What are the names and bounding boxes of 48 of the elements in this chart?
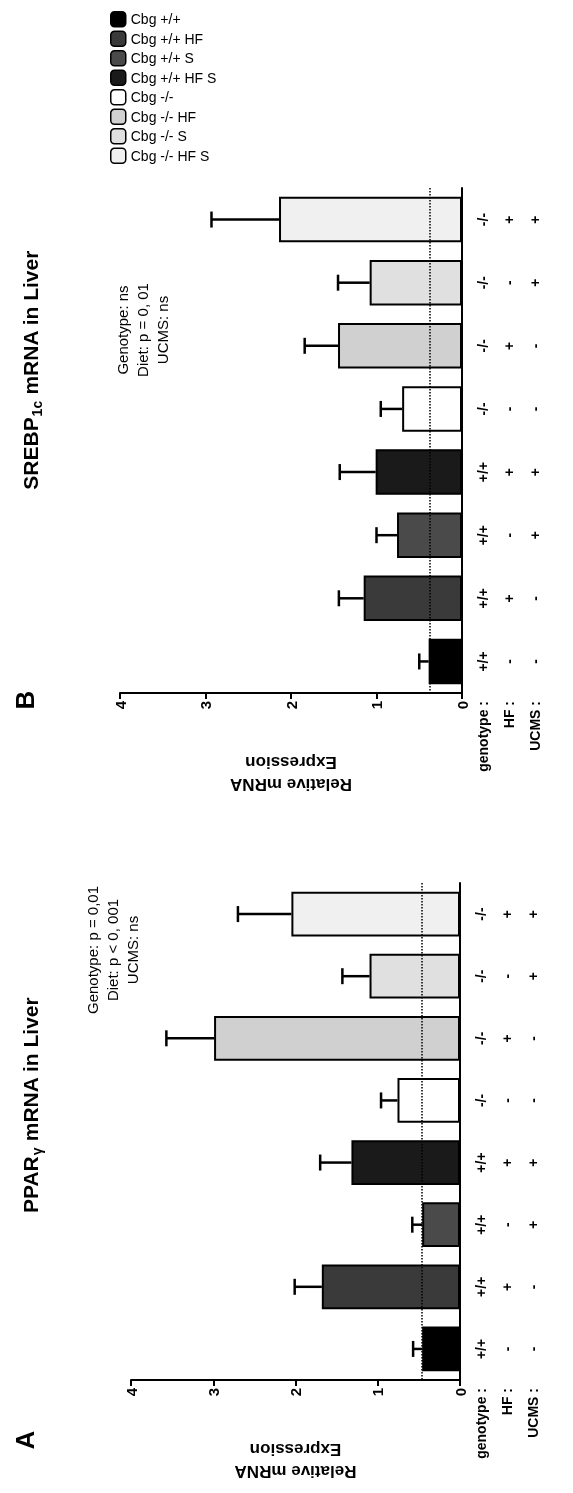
legend-label: Cbg +/+ HF xyxy=(130,30,204,47)
y-tick-label: +/+ - + xyxy=(473,1214,541,1235)
annotation: Diet: p = 0, 01 xyxy=(133,283,151,377)
text: PPARγ mRNA in Liver xyxy=(18,997,45,1214)
legend-label: Cbg -/- HF S xyxy=(130,147,210,164)
x-tick-label: 4 xyxy=(111,700,129,710)
y-axis-title: genotype : HF : UCMS : xyxy=(473,1388,541,1459)
y-axis-title: genotype : HF : UCMS : xyxy=(475,701,543,772)
legend-label: Cbg +/+ HF S xyxy=(130,69,217,86)
text: A xyxy=(10,1430,40,1450)
legend-label: Cbg -/- HF xyxy=(130,108,197,125)
annotation: Genotype: ns xyxy=(113,285,131,375)
legend-label: Cbg +/+ xyxy=(130,11,181,28)
x-tick-label: 3 xyxy=(204,1388,222,1397)
y-tick-label: +/+ - - xyxy=(475,651,543,672)
y-tick-label: -/- - + xyxy=(473,969,541,983)
text: Genotype: p = 0,01 xyxy=(83,885,101,1015)
legend-label: Cbg -/- xyxy=(130,89,174,106)
y-tick-label: +/+ + + xyxy=(473,1152,541,1173)
y-tick-label: -/- - - xyxy=(475,402,543,416)
y-tick-label: +/+ - + xyxy=(475,525,543,546)
x-tick-label: 1 xyxy=(368,701,385,710)
x-tick-label: 3 xyxy=(197,701,214,710)
y-tick-label: -/- + + xyxy=(473,907,541,921)
y-tick-label: -/- - - xyxy=(473,1093,541,1108)
legend-label: Cbg +/+ S xyxy=(130,50,194,67)
text: SREBP1c mRNA in Liver xyxy=(18,250,45,490)
text: Diet: p < 0, 001 xyxy=(103,898,121,1002)
y-tick-label: -/- + - xyxy=(473,1031,541,1045)
y-tick-label: -/- - + xyxy=(475,275,543,290)
y-tick-label: +/+ + - xyxy=(473,1276,541,1297)
x-tick-label: 0 xyxy=(451,1388,469,1397)
x-tick-label: 2 xyxy=(287,1388,304,1397)
text: B xyxy=(10,690,40,710)
y-tick-label: +/+ - - xyxy=(473,1338,541,1360)
annotation: UCMS: ns xyxy=(153,295,171,365)
y-tick-label: +/+ + + xyxy=(475,461,543,483)
x-axis-title: Relative mRNA Expression xyxy=(234,1439,357,1481)
y-tick-label: -/- + + xyxy=(475,212,543,227)
annotation: UCMS: ns xyxy=(123,915,141,985)
y-tick-label: +/+ + - xyxy=(475,588,543,609)
y-tick-label: -/- + - xyxy=(475,338,543,353)
x-tick-label: 2 xyxy=(282,701,300,710)
x-tick-label: 4 xyxy=(122,1387,140,1397)
x-axis-title: Relative mRNA Expression xyxy=(230,752,352,794)
x-tick-label: 1 xyxy=(369,1388,387,1397)
legend-label: Cbg -/- S xyxy=(130,128,187,145)
x-tick-label: 0 xyxy=(453,701,471,710)
